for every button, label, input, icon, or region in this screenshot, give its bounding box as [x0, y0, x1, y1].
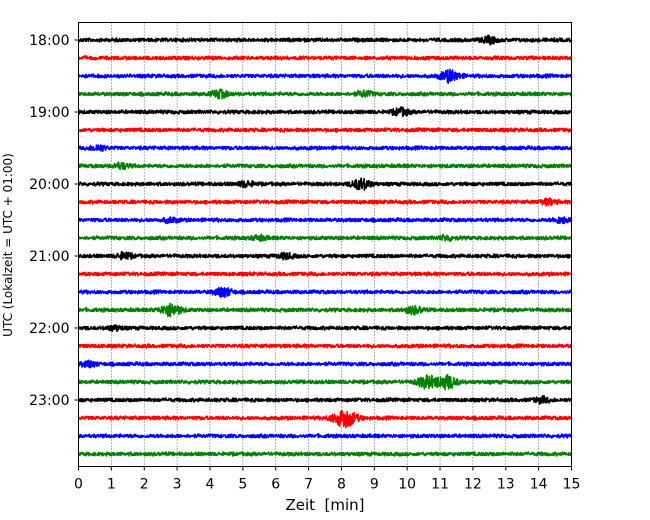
x-tick-label: 7 — [304, 477, 313, 493]
x-tick-label: 15 — [563, 477, 581, 493]
x-tick-label: 14 — [530, 477, 548, 493]
x-tick-label: 3 — [173, 477, 182, 493]
trace-1800 — [77, 34, 573, 46]
y-tick-label: 22:00 — [29, 321, 69, 337]
trace-2315 — [77, 409, 573, 429]
x-tick-label: 10 — [398, 477, 416, 493]
trace-1830 — [77, 68, 573, 84]
trace-2000 — [77, 177, 573, 191]
y-tick-label: 19:00 — [29, 105, 69, 121]
x-tick-label: 5 — [238, 477, 247, 493]
trace-1815 — [77, 55, 573, 61]
trace-2300 — [78, 395, 573, 405]
trace-2130 — [77, 286, 573, 299]
x-axis-label: Zeit [min] — [285, 496, 364, 514]
x-tick-label: 4 — [206, 477, 215, 493]
trace-2145 — [77, 302, 573, 318]
trace-1915 — [77, 127, 573, 133]
trace-2100 — [78, 250, 573, 261]
x-tick-label: 12 — [464, 477, 482, 493]
trace-1945 — [77, 161, 573, 171]
trace-1845 — [77, 88, 573, 100]
trace-1900 — [77, 106, 573, 118]
trace-2030 — [77, 216, 573, 225]
x-tick-label: 1 — [107, 477, 116, 493]
y-tick-label: 23:00 — [29, 393, 69, 409]
y-tick-label: 18:00 — [29, 33, 69, 49]
trace-2345 — [77, 451, 573, 457]
x-tick-label: 2 — [140, 477, 149, 493]
trace-2245 — [77, 373, 573, 391]
trace-2200 — [77, 324, 573, 332]
grid-lines — [111, 22, 539, 467]
seismogram-traces — [77, 34, 573, 457]
trace-2045 — [77, 233, 573, 243]
x-tick-label: 9 — [370, 477, 379, 493]
x-tick-label: 0 — [74, 477, 83, 493]
y-axis-label: UTC (Lokalzeit = UTC + 01:00) — [1, 153, 15, 337]
trace-2115 — [77, 271, 573, 277]
x-tick-label: 11 — [431, 477, 449, 493]
x-tick-label: 8 — [337, 477, 346, 493]
y-tick-label: 21:00 — [29, 249, 69, 265]
trace-2230 — [77, 359, 573, 369]
trace-2015 — [77, 197, 573, 207]
plot-frame — [78, 22, 572, 467]
trace-2330 — [77, 433, 573, 439]
y-axis-ticks: 18:00 19:00 20:00 21:00 22:00 23:00 — [29, 33, 79, 409]
x-tick-label: 6 — [271, 477, 280, 493]
x-tick-label: 13 — [497, 477, 515, 493]
trace-1930 — [77, 144, 573, 152]
y-tick-label: 20:00 — [29, 177, 69, 193]
trace-2215 — [77, 343, 573, 349]
x-axis-ticks: 0 1 2 3 4 5 6 7 8 9 10 11 12 13 14 15 — [74, 466, 581, 493]
